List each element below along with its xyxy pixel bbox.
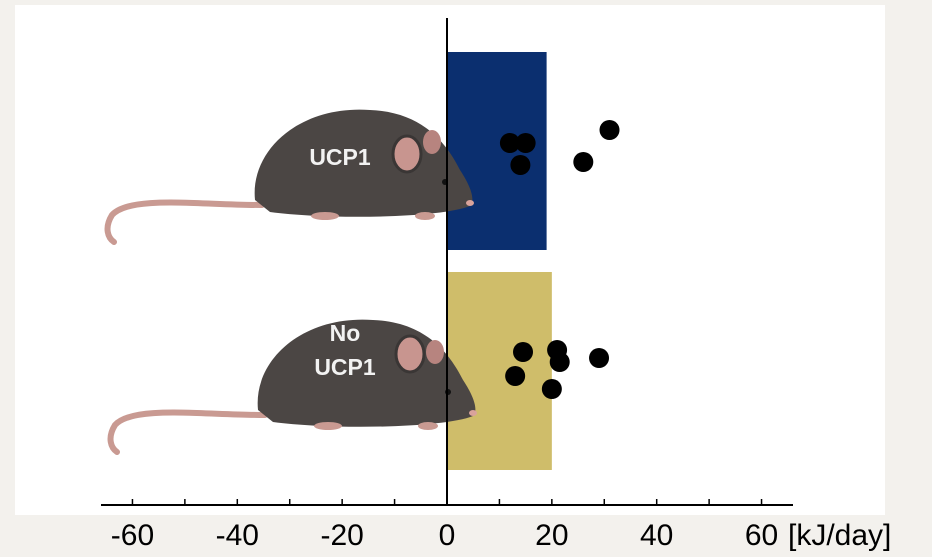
x-tick-label: 40 bbox=[640, 519, 673, 552]
data-point bbox=[516, 133, 536, 153]
data-point bbox=[510, 155, 530, 175]
data-point bbox=[550, 352, 570, 372]
x-tick-label: -40 bbox=[216, 519, 259, 552]
data-point bbox=[573, 152, 593, 172]
category-label: UCP1 bbox=[305, 140, 375, 174]
data-point bbox=[542, 379, 562, 399]
data-point bbox=[505, 366, 525, 386]
x-tick-label: 20 bbox=[535, 519, 568, 552]
category-label: No UCP1 bbox=[310, 316, 380, 384]
bar bbox=[447, 52, 547, 250]
page: -60-40-200204060[kJ/day] (() => { const … bbox=[0, 0, 932, 557]
data-point bbox=[589, 348, 609, 368]
x-tick-label: 60 bbox=[745, 519, 778, 552]
x-tick-label: -20 bbox=[320, 519, 363, 552]
x-tick-label: 0 bbox=[439, 519, 456, 552]
data-point bbox=[600, 120, 620, 140]
data-point bbox=[513, 342, 533, 362]
x-axis-label: [kJ/day] bbox=[788, 519, 891, 552]
bar bbox=[447, 272, 552, 470]
chart: -60 -40 -20 0 20 40 60 [kJ/day] bbox=[0, 0, 932, 557]
x-tick-label: -60 bbox=[111, 519, 154, 552]
